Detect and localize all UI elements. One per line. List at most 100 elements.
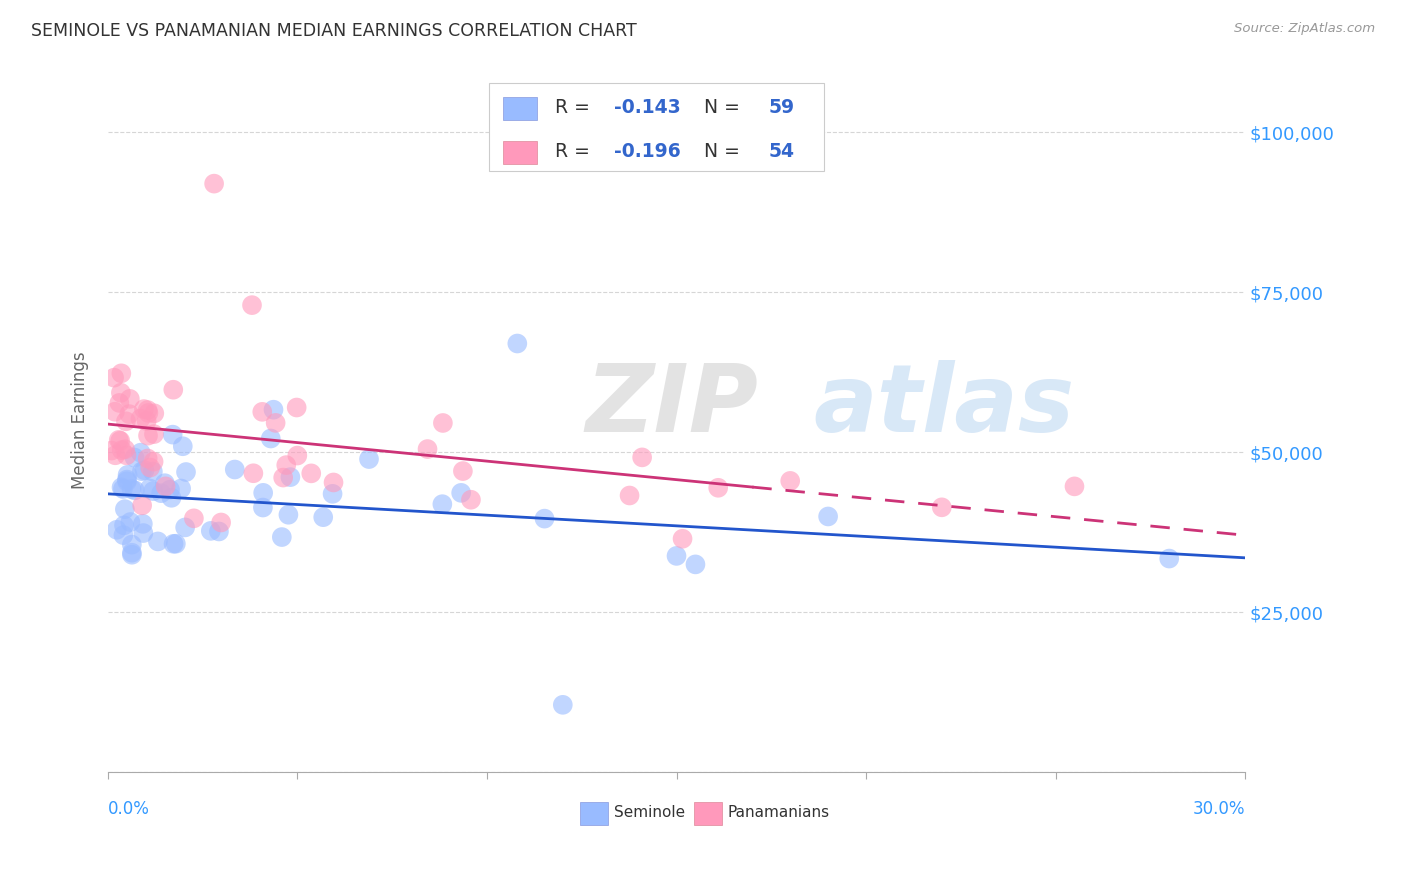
Point xyxy=(115,448,138,462)
Point xyxy=(312,510,335,524)
Point xyxy=(112,528,135,542)
Point xyxy=(240,298,263,312)
Point xyxy=(124,483,146,498)
Text: Panamanians: Panamanians xyxy=(728,805,830,821)
Point xyxy=(110,385,132,400)
Point xyxy=(357,452,380,467)
Text: Source: ZipAtlas.com: Source: ZipAtlas.com xyxy=(1234,22,1375,36)
Point xyxy=(115,475,138,489)
Point xyxy=(114,502,136,516)
Point xyxy=(136,451,159,466)
Point xyxy=(631,450,654,465)
Point xyxy=(451,464,474,478)
Point xyxy=(132,402,155,417)
Point xyxy=(121,546,143,560)
Point xyxy=(165,537,187,551)
Point xyxy=(252,486,274,500)
FancyBboxPatch shape xyxy=(502,96,537,120)
Point xyxy=(551,698,574,712)
Point xyxy=(155,479,177,493)
Point xyxy=(139,482,162,496)
Point xyxy=(110,366,132,380)
Point xyxy=(143,406,166,420)
Point xyxy=(131,499,153,513)
Point xyxy=(200,524,222,538)
FancyBboxPatch shape xyxy=(489,83,824,170)
Text: 54: 54 xyxy=(769,142,794,161)
Point xyxy=(139,460,162,475)
Point xyxy=(416,442,439,456)
Point xyxy=(162,427,184,442)
Point xyxy=(174,465,197,479)
Point xyxy=(142,455,165,469)
Point xyxy=(143,427,166,442)
Text: 30.0%: 30.0% xyxy=(1192,800,1246,818)
Point xyxy=(111,443,134,458)
Point xyxy=(299,467,322,481)
Point xyxy=(110,434,132,448)
Point xyxy=(276,458,298,472)
Point xyxy=(110,480,132,494)
Point xyxy=(103,370,125,384)
Point xyxy=(108,396,131,410)
Text: SEMINOLE VS PANAMANIAN MEDIAN EARNINGS CORRELATION CHART: SEMINOLE VS PANAMANIAN MEDIAN EARNINGS C… xyxy=(31,22,637,40)
Point xyxy=(665,549,688,563)
Point xyxy=(277,508,299,522)
Point xyxy=(533,511,555,525)
Point xyxy=(432,416,454,430)
Point xyxy=(118,407,141,421)
Point xyxy=(117,467,139,482)
Point xyxy=(114,442,136,457)
Point xyxy=(450,486,472,500)
Text: -0.196: -0.196 xyxy=(614,142,681,161)
FancyBboxPatch shape xyxy=(502,141,537,164)
Point xyxy=(105,523,128,537)
Point xyxy=(208,524,231,539)
Point xyxy=(671,532,693,546)
Point xyxy=(121,538,143,552)
Point xyxy=(142,484,165,499)
Point xyxy=(1063,479,1085,493)
Point xyxy=(121,482,143,496)
Point xyxy=(135,414,157,428)
Point xyxy=(285,449,308,463)
Point xyxy=(142,465,165,479)
Point xyxy=(779,474,801,488)
Point xyxy=(121,548,143,562)
Point xyxy=(322,487,344,501)
Point xyxy=(172,439,194,453)
Point xyxy=(104,405,127,419)
Text: 0.0%: 0.0% xyxy=(108,800,150,818)
FancyBboxPatch shape xyxy=(693,802,723,825)
Point xyxy=(115,473,138,487)
Point xyxy=(107,433,129,447)
Point xyxy=(132,526,155,541)
Point xyxy=(619,488,641,502)
Point xyxy=(150,486,173,500)
Point xyxy=(132,516,155,531)
Point xyxy=(134,463,156,477)
Point xyxy=(252,500,274,515)
Point xyxy=(322,475,344,490)
Point xyxy=(136,428,159,442)
Point xyxy=(111,482,134,496)
Point xyxy=(263,402,285,417)
Point xyxy=(270,530,292,544)
Y-axis label: Median Earnings: Median Earnings xyxy=(72,351,89,489)
Point xyxy=(162,383,184,397)
Text: N =: N = xyxy=(686,98,745,117)
Point xyxy=(138,406,160,420)
Point xyxy=(120,515,142,529)
Point xyxy=(460,492,482,507)
FancyBboxPatch shape xyxy=(579,802,609,825)
Text: R =: R = xyxy=(555,142,596,161)
Point xyxy=(174,520,197,534)
Point xyxy=(707,481,730,495)
Point xyxy=(170,482,193,496)
Point xyxy=(118,392,141,406)
Point xyxy=(146,534,169,549)
Point xyxy=(260,432,283,446)
Point xyxy=(1159,551,1181,566)
Point xyxy=(685,558,707,572)
Text: atlas: atlas xyxy=(813,360,1074,452)
